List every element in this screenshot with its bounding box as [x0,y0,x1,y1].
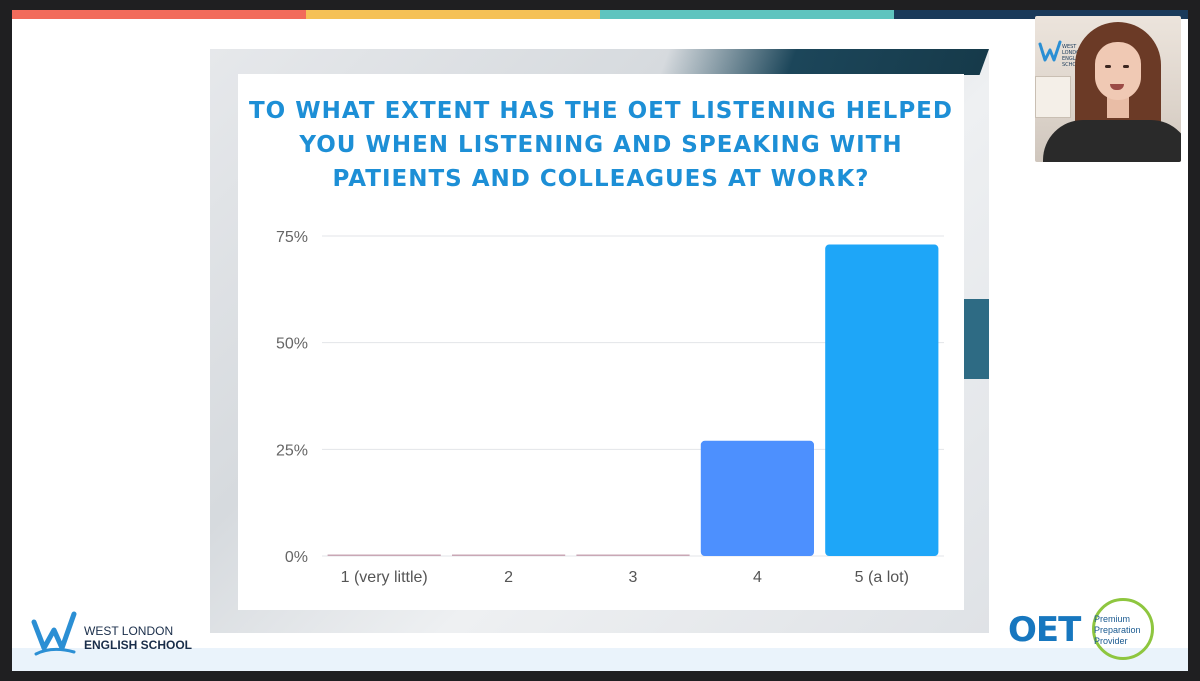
x-tick-label: 1 (very little) [341,569,428,586]
chart-card: 0% 25% 50% 75% 1 (very little) 2 3 4 5 (a lot) T… [238,74,964,610]
wlse-name-line-1: WEST LONDON [84,624,174,638]
bar-chart: 0% 25% 50% 75% 1 (very little) 2 3 4 5 (a lot) [276,229,944,586]
wlse-logo-icon [1038,40,1062,62]
oet-logo: OET Premium Preparation Provider [1008,596,1168,664]
y-tick-label: 25% [276,442,308,459]
bar-1 [327,554,441,556]
top-stripe-yellow [306,10,600,19]
x-tick-label: 3 [629,569,638,586]
presenter-neck [1107,96,1129,118]
webcam-background-shelf [1035,76,1071,118]
y-tick-label: 75% [276,229,308,246]
background-photo-detail [963,299,989,379]
bar-3 [576,554,690,556]
presenter-eye [1123,65,1129,68]
wlse-w-icon [31,611,77,656]
bar-5 [825,244,939,557]
y-tick-label: 0% [285,549,308,566]
wlse-name: WEST LONDON ENGLISH SCHOOL [84,624,192,652]
chart-title: TO WHAT EXTENT HAS THE OET LISTENING HEL… [238,94,964,196]
oet-wordmark: OET [1008,610,1081,650]
chart-title-line-2: YOU WHEN LISTENING AND SPEAKING WITH [299,132,903,158]
chart-title-line-1: TO WHAT EXTENT HAS THE OET LISTENING HEL… [248,98,953,124]
top-stripe-navy [894,10,1188,19]
y-tick-label: 50% [276,336,308,353]
presenter-mouth [1110,84,1124,90]
top-stripe-coral [12,10,306,19]
webcam-logo-text: WEST LONDON ENGLISH SCHOOL [1062,44,1084,68]
presenter-face [1095,42,1141,100]
wlse-name-line-2: ENGLISH SCHOOL [84,638,193,652]
oet-badge-ring [1092,598,1154,660]
top-stripe-teal [600,10,894,19]
oet-badge-text: Premium Preparation Provider [1094,614,1141,646]
background-photo-detail [659,49,989,75]
bar-2 [451,554,566,556]
x-tick-label: 4 [753,569,762,586]
presenter-body [1043,120,1181,162]
x-tick-label: 2 [504,569,513,586]
x-tick-label: 5 (a lot) [855,569,909,586]
chart-title-line-3: PATIENTS AND COLLEAGUES AT WORK? [332,166,870,192]
presenter-webcam: WEST LONDON ENGLISH SCHOOL [1035,16,1181,162]
presenter-eye [1105,65,1111,68]
footer-band [12,648,1188,671]
wlse-logo: WEST LONDON ENGLISH SCHOOL [30,608,200,658]
presentation-slide: 0% 25% 50% 75% 1 (very little) 2 3 4 5 (a lot) T… [12,10,1188,671]
bar-4 [700,440,815,556]
